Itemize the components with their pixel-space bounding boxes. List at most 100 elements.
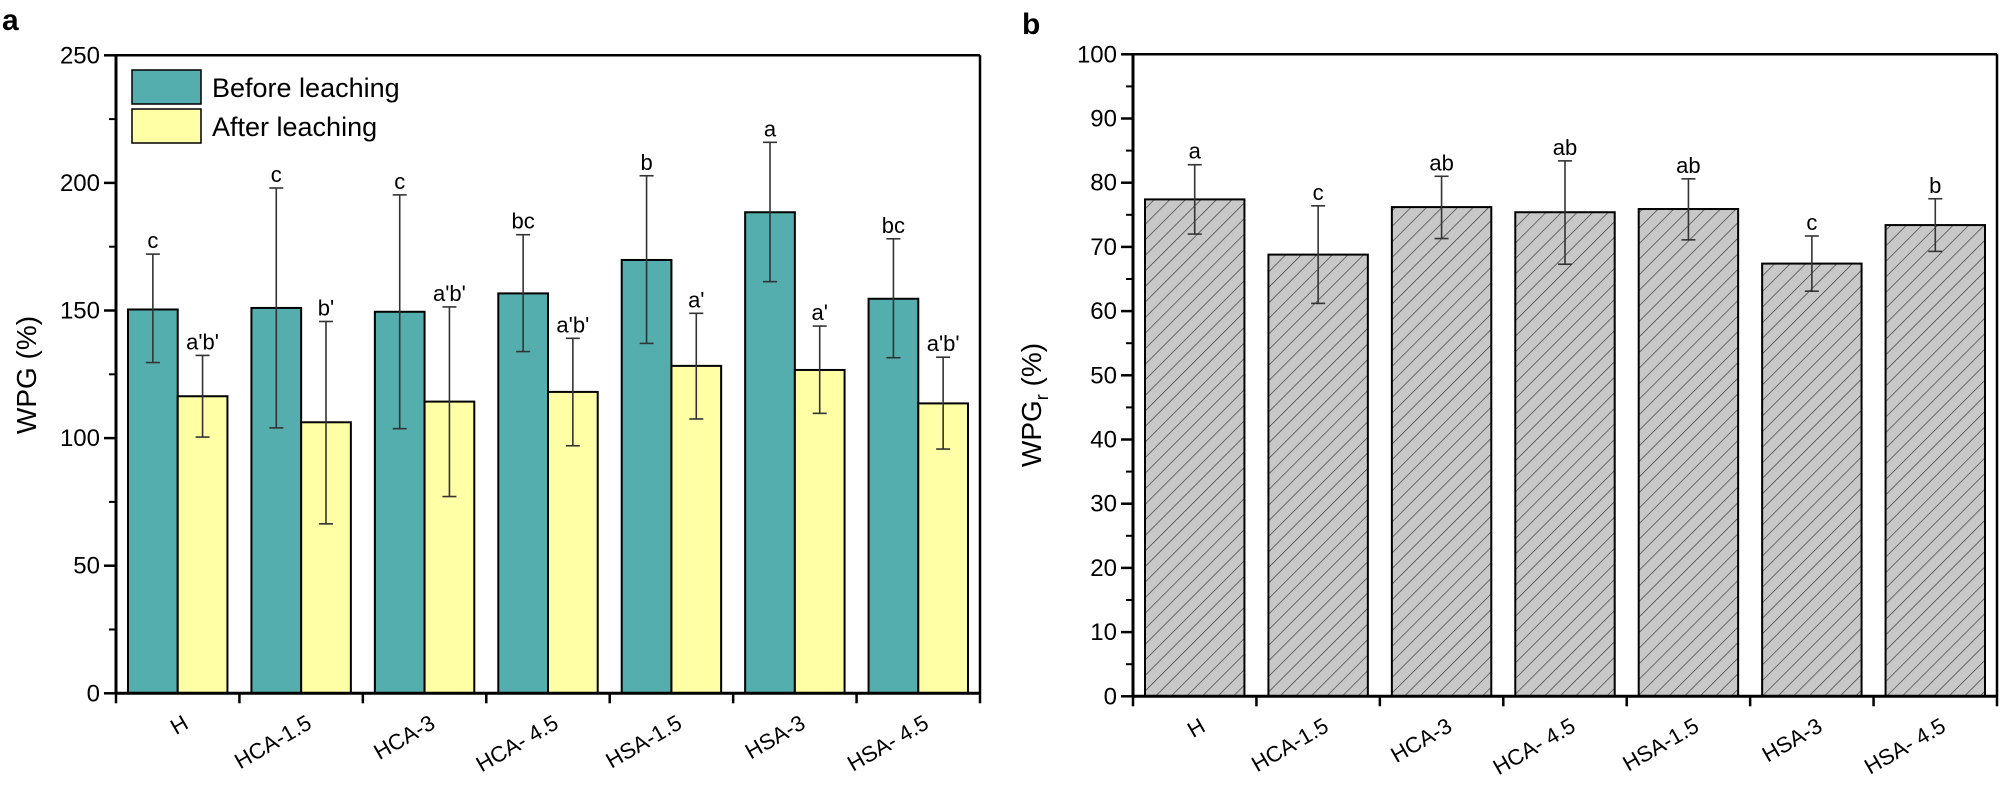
- panel-b-bar: [1390, 206, 1493, 698]
- panel-b-y-tick-label: 90: [1090, 106, 1117, 133]
- panel-a-error-bar: [763, 141, 777, 283]
- panel-a-plot-area: c c c bc b a bc a'b' b' a'b' a'b' a' a' a'b' 0 50 100 150…: [60, 42, 982, 777]
- panel-b-y-tick-label: 10: [1090, 619, 1117, 646]
- legend-label-after: After leaching: [212, 112, 377, 142]
- panel-a-y-tick-label: 100: [60, 425, 100, 452]
- panel-a-significance-label: bc: [882, 213, 905, 238]
- panel-b-error-bar: [1187, 163, 1202, 235]
- panel-b-bar: [1884, 224, 1986, 698]
- panel-b-significance-label: c: [1313, 180, 1324, 205]
- panel-b-x-tick-label: HSA- 4.5: [1860, 713, 1950, 779]
- panel-a-error-bar: [886, 237, 901, 359]
- panel-b-y-axis-title: WPGr (%): [1016, 343, 1052, 467]
- panel-a-x-tick-label: HSA-1.5: [601, 710, 686, 773]
- panel-b-y-tick-label: 60: [1090, 298, 1117, 325]
- panel-a-error-bar: [145, 253, 160, 364]
- panel-b-y-tick-label: 20: [1090, 555, 1117, 582]
- panel-a-significance-label: a'b': [186, 329, 219, 354]
- panel-b-bar: [1637, 208, 1740, 698]
- panel-b-significance-label: ab: [1676, 153, 1700, 178]
- panel-b-significance-label: ab: [1553, 135, 1577, 160]
- panel-a-error-bar: [269, 187, 284, 429]
- panel-b-x-tick-label: HSA-3: [1758, 713, 1827, 767]
- panel-a-y-tick-label: 0: [87, 680, 100, 707]
- panel-a-y-tick-label: 200: [60, 170, 100, 197]
- panel-a-x-tick-label: H: [166, 710, 192, 740]
- panel-b-bar: [1144, 198, 1246, 698]
- panel-b-error-bar: [1558, 160, 1572, 266]
- panel-a-significance-label: b: [640, 150, 652, 175]
- panel-b-error-bar: [1311, 205, 1326, 305]
- panel-a-bar: [127, 308, 179, 695]
- panel-a-error-bar: [565, 337, 580, 447]
- panel-b-error-bar: [1804, 235, 1819, 292]
- panel-a-significance-label: a: [764, 116, 777, 141]
- panel-b-y-tick-label: 40: [1090, 427, 1117, 454]
- panel-b-x-tick-label: HCA- 4.5: [1489, 713, 1580, 780]
- panel-b-significance-label: a: [1189, 139, 1202, 164]
- panel-b-x-tick-label: HSA-1.5: [1618, 713, 1703, 776]
- panel-b-plot-area: a c ab ab ab c b 0 10 20 30 40 50 60 70 80 90 100 H HCA-1.5…: [1077, 41, 1999, 780]
- panel-a-bar: [867, 297, 920, 695]
- panel-a-error-bar: [516, 233, 531, 353]
- legend-swatch-before: [131, 69, 202, 105]
- legend-swatch-after: [131, 108, 202, 144]
- panel-a-y-axis-title: WPG (%): [11, 316, 42, 434]
- panel-a-significance-label: a': [688, 287, 704, 312]
- panel-b-y-tick-label: 70: [1090, 234, 1117, 261]
- panel-a: a WPG (%) c c c bc b a bc a'b' b' a'b' a'b' a' a' a'b…: [2, 4, 982, 777]
- panel-a-significance-label: a'b': [556, 312, 589, 337]
- panel-b-bar: [1514, 211, 1616, 698]
- panel-b-y-tick-label: 100: [1077, 41, 1117, 68]
- panel-b: b WPGr (%) a c ab ab ab c b 0 10 20 30 40 50 60 70 80 90…: [1016, 8, 1999, 780]
- panel-a-bar: [744, 211, 796, 695]
- panel-b-y-tick-label: 80: [1090, 170, 1117, 197]
- panel-a-significance-label: a'b': [433, 281, 466, 306]
- panel-a-x-tick-label: HCA-3: [369, 710, 439, 765]
- panel-b-significance-label: c: [1806, 210, 1817, 235]
- panel-a-x-tick-label: HSA-3: [741, 710, 810, 764]
- panel-a-significance-label: c: [271, 162, 282, 187]
- panel-a-bar: [793, 368, 846, 695]
- panel-b-bar: [1267, 253, 1369, 698]
- legend-label-before: Before leaching: [212, 73, 400, 103]
- panel-b-significance-label: b: [1929, 173, 1941, 198]
- panel-a-letter: a: [2, 4, 19, 37]
- panel-a-x-tick-label: HSA- 4.5: [843, 710, 933, 776]
- panel-a-x-tick-label: HCA-1.5: [230, 710, 316, 774]
- panel-b-y-tick-label: 30: [1090, 491, 1117, 518]
- panel-a-y-tick-label: 250: [60, 42, 100, 69]
- panel-b-letter: b: [1022, 8, 1040, 41]
- panel-a-error-bar: [392, 194, 407, 430]
- panel-b-x-tick-label: HCA-1.5: [1247, 713, 1333, 777]
- panel-a-significance-label: c: [394, 169, 405, 194]
- panel-a-error-bar: [812, 325, 827, 415]
- panel-a-error-bar: [195, 354, 210, 438]
- panel-b-error-bar: [1928, 197, 1943, 253]
- panel-b-y-axis-title-subscript: r: [1032, 394, 1052, 400]
- panel-b-y-tick-label: 50: [1090, 362, 1117, 389]
- panel-b-y-tick-label: 0: [1104, 683, 1117, 710]
- panel-a-error-bar: [319, 320, 333, 525]
- legend-item-after[interactable]: After leaching: [131, 108, 377, 144]
- panel-a-error-bar: [936, 356, 951, 450]
- panel-b-error-bar: [1434, 175, 1449, 240]
- panel-a-error-bar: [689, 312, 704, 420]
- panel-a-significance-label: b': [318, 295, 334, 320]
- panel-a-bar: [497, 292, 549, 695]
- panel-a-x-tick-label: HCA- 4.5: [472, 710, 563, 777]
- panel-a-y-tick-label: 50: [73, 553, 100, 580]
- panel-b-significance-label: ab: [1429, 150, 1453, 175]
- panel-b-error-bar: [1681, 178, 1696, 241]
- panel-a-significance-label: bc: [512, 209, 535, 234]
- panel-a-bar: [176, 395, 229, 695]
- panel-a-error-bar: [639, 174, 654, 345]
- panel-a-y-tick-label: 150: [60, 298, 100, 325]
- panel-b-bar: [1761, 262, 1863, 698]
- legend-item-before[interactable]: Before leaching: [131, 69, 400, 105]
- panel-a-significance-label: c: [147, 228, 158, 253]
- legend: Before leaching After leaching: [131, 69, 400, 144]
- panel-a-significance-label: a'b': [927, 331, 960, 356]
- panel-a-error-bar: [442, 306, 457, 498]
